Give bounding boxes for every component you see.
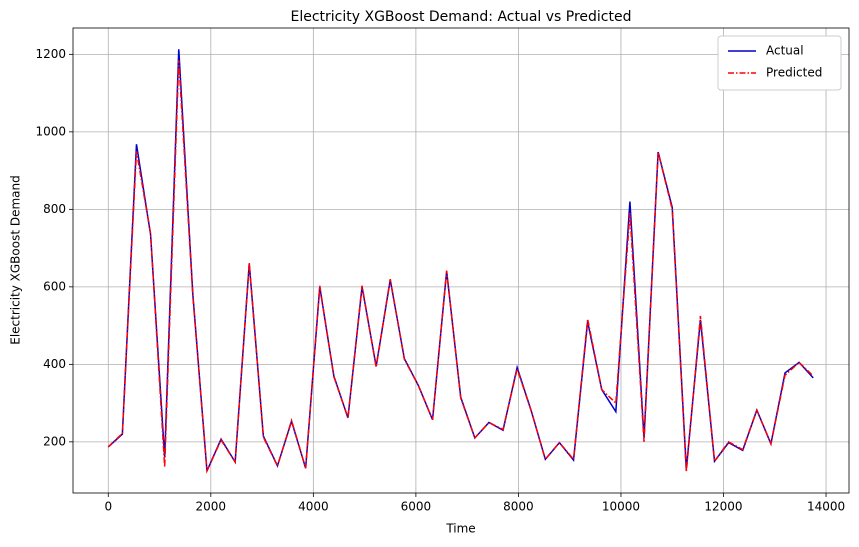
y-tick-label: 1000: [35, 124, 66, 138]
plot-frame: [72, 27, 850, 494]
x-tick-label: 2000: [196, 500, 227, 514]
series-line: [107, 60, 814, 474]
x-tick-label: 0: [104, 500, 112, 514]
y-tick-label: 1200: [35, 47, 66, 61]
x-tick-label: 8000: [503, 500, 534, 514]
y-axis-label: Electricity XGBoost Demand: [9, 175, 23, 345]
legend-label: Predicted: [766, 66, 822, 80]
y-tick-label: 400: [43, 357, 66, 371]
legend-label: Actual: [766, 44, 804, 58]
x-tick-label: 12000: [704, 500, 742, 514]
x-tick-label: 6000: [401, 500, 432, 514]
y-tick-label: 800: [43, 202, 66, 216]
x-tick-label: 4000: [298, 500, 329, 514]
y-tick-label: 200: [43, 434, 66, 448]
x-tick-label: 14000: [807, 500, 845, 514]
x-tick-label: 10000: [602, 500, 640, 514]
series-line: [107, 49, 814, 472]
x-axis-label: Time: [445, 522, 475, 536]
chart-title: Electricity XGBoost Demand: Actual vs Pr…: [291, 9, 632, 25]
legend-box: [717, 35, 842, 91]
y-tick-label: 600: [43, 279, 66, 293]
